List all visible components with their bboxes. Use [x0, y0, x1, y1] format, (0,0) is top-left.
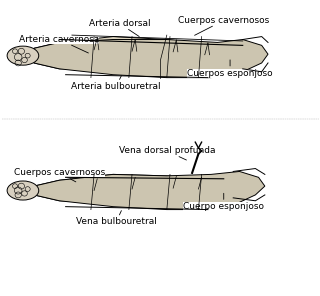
Text: Arteria cavernosa: Arteria cavernosa: [19, 35, 100, 53]
Text: Vena bulbouretral: Vena bulbouretral: [76, 211, 157, 226]
Ellipse shape: [7, 181, 39, 200]
Text: Cuerpos cavernosos: Cuerpos cavernosos: [178, 16, 269, 35]
Text: Arteria dorsal: Arteria dorsal: [89, 19, 150, 36]
Polygon shape: [34, 37, 249, 72]
Text: Arteria bulbouretral: Arteria bulbouretral: [71, 76, 161, 91]
Polygon shape: [34, 171, 265, 210]
Text: Vena dorsal profunda: Vena dorsal profunda: [119, 147, 215, 160]
Polygon shape: [34, 39, 268, 78]
Text: Cuerpo esponjoso: Cuerpo esponjoso: [183, 193, 264, 211]
Text: Cuerpos esponjoso: Cuerpos esponjoso: [187, 60, 273, 78]
Text: Cuerpos cavernosos: Cuerpos cavernosos: [14, 168, 105, 182]
Ellipse shape: [7, 46, 39, 65]
Polygon shape: [34, 174, 243, 204]
